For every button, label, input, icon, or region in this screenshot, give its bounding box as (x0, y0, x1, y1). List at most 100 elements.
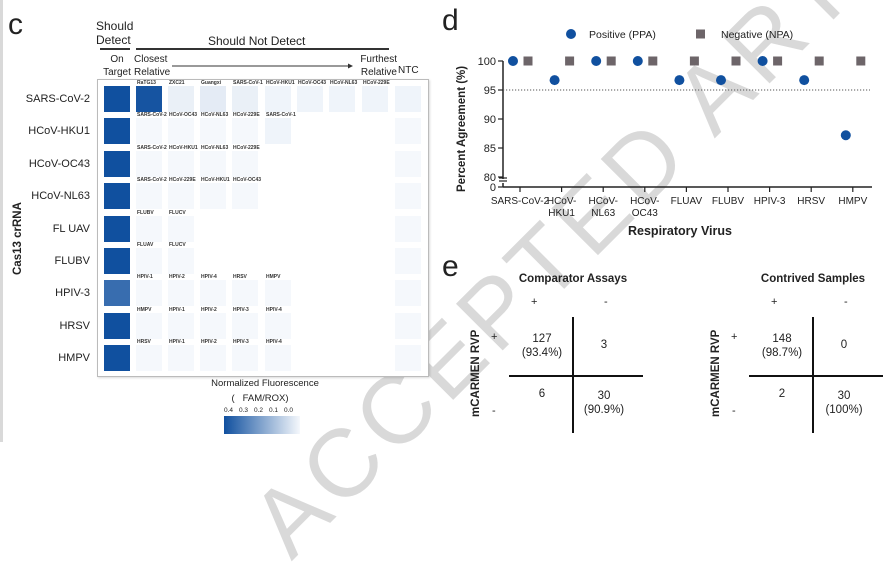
header-closest-relative: Closest Relative (134, 53, 170, 79)
relative-label: HCoV-OC43 (233, 177, 262, 184)
percent-agreement-chart: 100959085800SARS-CoV-2HCoV-HKU1HCoV-NL63… (478, 29, 872, 219)
relative-label: HCoV-OC43 (298, 80, 327, 86)
cell-false-positive: 3 (600, 339, 608, 351)
heatmap-cell-on-target (104, 345, 130, 372)
header-should-detect: Should (96, 19, 134, 33)
heatmap-cell-relative (329, 86, 355, 112)
table-horizontal-rule (509, 375, 643, 377)
ppa-point (840, 130, 851, 141)
colorbar-subtitle: ( FAM/ROX) (231, 393, 289, 404)
heatmap-cell-relative (200, 280, 226, 307)
colorbar-tick-label: 0.4 (224, 407, 234, 414)
heatmap-cell-relative (362, 86, 388, 112)
row-header-positive: + (731, 331, 738, 343)
heatmap-cell-relative (232, 118, 258, 145)
y-tick-label: 100 (478, 56, 496, 68)
relative-label: SARS-CoV-2 (137, 144, 167, 151)
x-tick-label: NL63 (591, 208, 615, 219)
heatmap-cell-relative (265, 280, 291, 307)
heatmap-cell-relative (232, 280, 258, 307)
cell-true-positive: 148 (98.7%) (752, 332, 812, 360)
cell-false-positive: 0 (840, 339, 848, 351)
heatmap-cell-relative (168, 183, 194, 210)
on-target-line1: On (110, 54, 124, 65)
relative-label: HPIV-1 (169, 306, 185, 313)
row-label: HPIV-3 (55, 287, 90, 300)
heatmap-cell-on-target (104, 248, 130, 274)
heatmap-cell-on-target (104, 118, 130, 145)
row-label: HCoV-NL63 (31, 190, 90, 203)
tn-count: 30 (597, 390, 611, 402)
y-tick-label: 0 (490, 182, 496, 194)
y-tick-label: 95 (484, 85, 496, 97)
heatmap-cell-ntc (395, 215, 421, 242)
row-header-positive: + (491, 331, 498, 343)
heatmap-cell-relative (200, 312, 226, 339)
heatmap-cell-on-target (104, 150, 130, 177)
panel-e-letter: e (442, 250, 459, 283)
heatmap-cell-relative (136, 215, 162, 242)
heatmap-cell-ntc (395, 312, 421, 339)
colorbar-gradient (224, 416, 300, 434)
x-tick-label: FLUBV (712, 196, 745, 207)
relative-label: HCoV-NL63 (201, 112, 229, 119)
panel-c-letter: c (8, 8, 23, 41)
ppa-point (799, 75, 810, 86)
row-label: SARS-CoV-2 (25, 93, 90, 105)
relative-label: SARS-CoV-1 (266, 112, 296, 119)
heatmap-cell-relative (168, 345, 194, 372)
relative-label: HPIV-1 (137, 274, 153, 281)
relative-label: HCoV-HKU1 (266, 80, 295, 86)
relative-label: HCoV-229E (233, 112, 260, 119)
row-axis-title: mCARMEN RVP (470, 329, 482, 417)
cell-false-negative: 2 (778, 388, 786, 400)
relative-label: HCoV-NL63 (330, 80, 358, 86)
panel-d-letter: d (442, 4, 459, 37)
colorbar-tick-label: 0.0 (284, 407, 294, 414)
ppa-point (591, 56, 602, 66)
legend-ppa-label: Positive (PPA) (589, 29, 656, 41)
heatmap-cell-relative (232, 345, 258, 372)
tp-count: 148 (772, 333, 792, 345)
relative-label: HRSV (233, 274, 247, 281)
column-header-negative: - (844, 296, 848, 308)
relative-label: SARS-CoV-2 (137, 177, 167, 184)
x-tick-label: HRSV (797, 196, 825, 207)
heatmap-cell-relative (265, 345, 291, 372)
table-horizontal-rule (749, 375, 883, 377)
contingency-table-title: Comparator Assays (518, 273, 628, 285)
heatmap-cell-relative (168, 248, 194, 274)
heatmap-cell-ntc (395, 150, 421, 177)
x-tick-label: OC43 (632, 208, 659, 219)
y-axis-title-crrna: Cas13 crRNA (12, 202, 24, 275)
page-left-border (0, 0, 3, 442)
x-tick-label: SARS-CoV-2 (491, 196, 550, 207)
relative-label: HCoV-229E (363, 80, 390, 86)
heatmap-cell-relative (136, 280, 162, 307)
relative-label: RaTG13 (137, 80, 156, 86)
relative-label: HCoV-HKU1 (201, 177, 230, 184)
colorbar-tick-label: 0.3 (239, 407, 249, 414)
x-tick-label: FLUAV (671, 196, 703, 207)
heatmap-cell-relative (265, 118, 291, 145)
relative-arrow (172, 63, 353, 69)
npa-point (648, 56, 658, 66)
relative-label: HCoV-NL63 (201, 144, 229, 151)
row-label: HRSV (59, 319, 90, 332)
ppa-point (632, 56, 643, 66)
row-label: HCoV-HKU1 (28, 125, 90, 138)
heatmap-cell-relative (136, 118, 162, 145)
cell-true-negative: 30 (100%) (814, 389, 874, 417)
tp-count: 127 (532, 333, 552, 345)
heatmap-cell-relative (200, 118, 226, 145)
npa-point (773, 56, 783, 66)
cell-true-negative: 30 (90.9%) (574, 389, 634, 417)
relative-label: HMPV (137, 306, 152, 313)
heatmap-cell-relative (297, 86, 323, 112)
ppa-point (549, 75, 560, 86)
y-tick-label: 85 (484, 143, 496, 155)
chart-y-axis-title: Percent Agreement (%) (456, 65, 468, 192)
tn-percent: (90.9%) (583, 404, 625, 416)
heatmap-cell-relative (136, 183, 162, 210)
colorbar-title: Normalized Fluorescence (211, 378, 319, 389)
